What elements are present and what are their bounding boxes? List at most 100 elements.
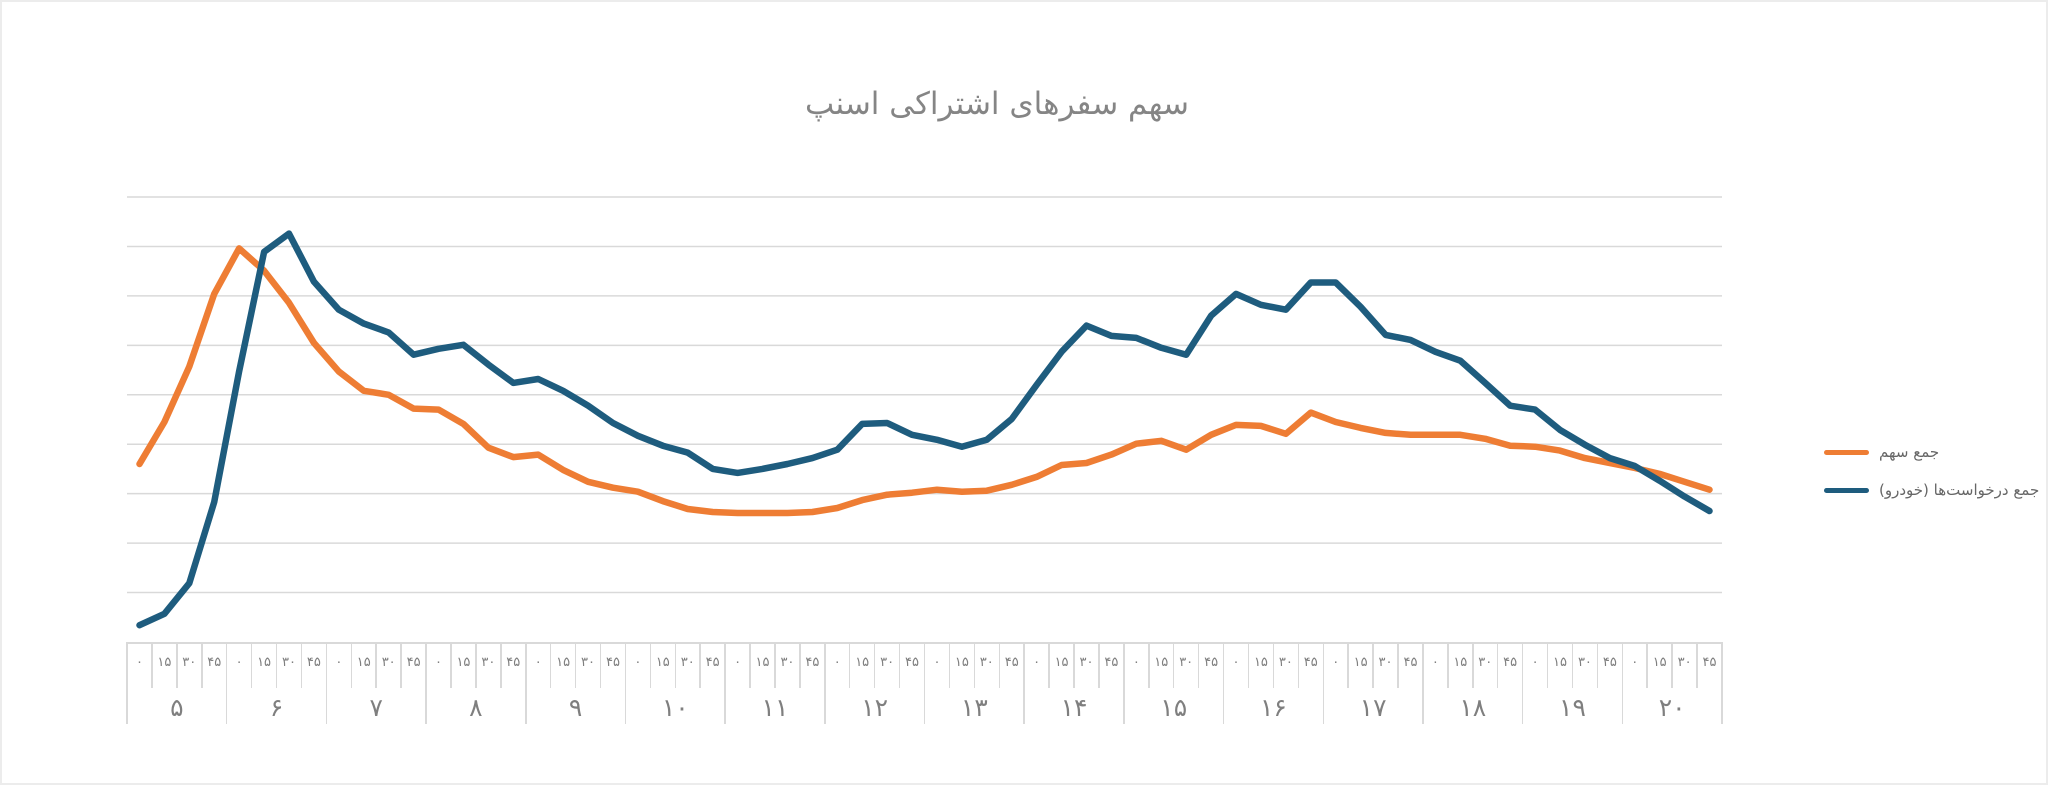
axis-minute-label: ۳۰ (1179, 655, 1194, 670)
axis-separator (1297, 642, 1300, 688)
axis-separator (1397, 642, 1399, 688)
axis-minute-label: ۳۰ (581, 655, 596, 670)
axis-minute-label: ۴۵ (506, 655, 521, 670)
requests-line (136, 230, 1713, 629)
axis-separator (201, 642, 203, 688)
legend: جمع سهم جمع درخواست‌ها (خودرو) (1824, 438, 2039, 514)
axis-minute-label: ۴۵ (905, 655, 920, 670)
axis-separator (275, 642, 278, 688)
axis-separator (1023, 642, 1025, 724)
axis-minute-label: ۴۵ (1104, 655, 1119, 670)
axis-hour-label: ۱۷ (1359, 693, 1387, 722)
legend-label-share: جمع سهم (1879, 443, 1940, 461)
axis-separator (574, 642, 577, 688)
axis-minute-label: ۰ (634, 655, 642, 670)
requests-line-swatch-icon (1824, 487, 1869, 493)
axis-separator (799, 642, 801, 688)
axis-minute-label: ۳۰ (979, 655, 994, 670)
axis-hour-label: ۸ (469, 693, 483, 722)
axis-separator (1172, 642, 1175, 688)
axis-minute-label: ۳۰ (1677, 655, 1692, 670)
axis-minute-label: ۰ (235, 655, 243, 670)
axis-minute-label: ۴۵ (705, 655, 720, 670)
axis-hour-label: ۶ (269, 693, 284, 722)
axis-minute-label: ۰ (933, 655, 941, 670)
axis-separator (1272, 642, 1275, 688)
axis-separator (1696, 642, 1698, 688)
axis-separator (1422, 642, 1424, 724)
axis-minute-label: ۳۰ (1378, 655, 1393, 670)
axis-separator (525, 642, 527, 724)
axis-separator (1671, 642, 1673, 688)
axis-minute-label: ۰ (833, 655, 841, 670)
axis-separator (699, 642, 701, 688)
share-line (136, 245, 1713, 517)
axis-minute-label: ۰ (734, 655, 742, 670)
axis-separator (1222, 642, 1225, 724)
axis-separator (774, 642, 776, 688)
axis-separator (1098, 642, 1100, 688)
axis-minute-label: ۴۵ (1204, 655, 1219, 670)
axis-separator (1571, 642, 1574, 688)
axis-minute-label: ۴۵ (1303, 655, 1318, 670)
axis-minute-label: ۳۰ (281, 655, 296, 670)
axis-minute-label: ۴۵ (1403, 655, 1418, 670)
axis-minute-label: ۴۵ (306, 655, 321, 670)
axis-minute-label: ۳۰ (1278, 655, 1293, 670)
axis-separator (674, 642, 677, 688)
axis-minute-label: ۱۵ (1453, 655, 1468, 670)
axis-separator (350, 642, 353, 688)
axis-minute-label: ۱۵ (456, 655, 471, 670)
axis-minute-label: ۰ (1132, 655, 1140, 670)
axis-separator (624, 642, 627, 724)
axis-hour-label: ۱۱ (761, 693, 789, 722)
axis-minute-label: ۰ (1033, 655, 1041, 670)
axis-minute-label: ۴۵ (605, 655, 620, 670)
axis-minute-label: ۰ (435, 655, 442, 670)
axis-separator (749, 642, 751, 688)
axis-separator (1372, 642, 1374, 688)
axis-separator (400, 642, 402, 688)
axis-separator (1347, 642, 1349, 688)
axis-separator (599, 642, 602, 688)
axis-separator (1596, 642, 1599, 688)
axis-minute-label: ۱۵ (655, 655, 670, 670)
axis-minute-label: ۱۵ (755, 655, 770, 670)
axis-minute-label: ۱۵ (1154, 655, 1169, 670)
axis-minute-label: ۴۵ (805, 655, 820, 670)
axis-minute-label: ۳۰ (1577, 655, 1592, 670)
axis-hour-label: ۹ (568, 693, 583, 722)
axis-separator (151, 642, 153, 688)
axis-minute-label: ۰ (1531, 655, 1539, 670)
axis-separator (973, 642, 976, 688)
axis-separator (549, 642, 552, 688)
axis-separator (1048, 642, 1050, 688)
axis-separator (1123, 642, 1125, 724)
axis-minute-label: ۳۰ (381, 655, 396, 670)
axis-minute-label: ۰ (335, 655, 343, 670)
axis-minute-label: ۴۵ (1602, 655, 1617, 670)
axis-separator (1546, 642, 1549, 688)
axis-separator (450, 642, 452, 688)
axis-hour-label: ۵ (170, 693, 184, 722)
axis-separator (948, 642, 951, 688)
axis-minute-label: ۱۵ (556, 655, 571, 670)
axis-separator (300, 642, 303, 688)
axis-minute-label: ۱۵ (1353, 655, 1368, 670)
axis-minute-label: ۴۵ (406, 655, 421, 670)
axis-hour-label: ۱۸ (1459, 693, 1487, 722)
axis-minute-label: ۱۵ (1553, 655, 1567, 670)
axis-minute-label: ۴۵ (207, 655, 222, 670)
axis-separator (250, 642, 253, 688)
axis-minute-label: ۰ (1431, 655, 1439, 670)
axis-separator (1646, 642, 1648, 688)
axis-separator (848, 642, 851, 688)
axis-minute-label: ۰ (1332, 655, 1340, 670)
axis-separator (923, 642, 926, 724)
axis-minute-label: ۳۰ (1079, 655, 1094, 670)
axis-minute-label: ۳۰ (1478, 655, 1493, 670)
axis-minute-label: ۳۰ (182, 655, 197, 670)
axis-separator (325, 642, 328, 724)
axis-separator (375, 642, 377, 688)
